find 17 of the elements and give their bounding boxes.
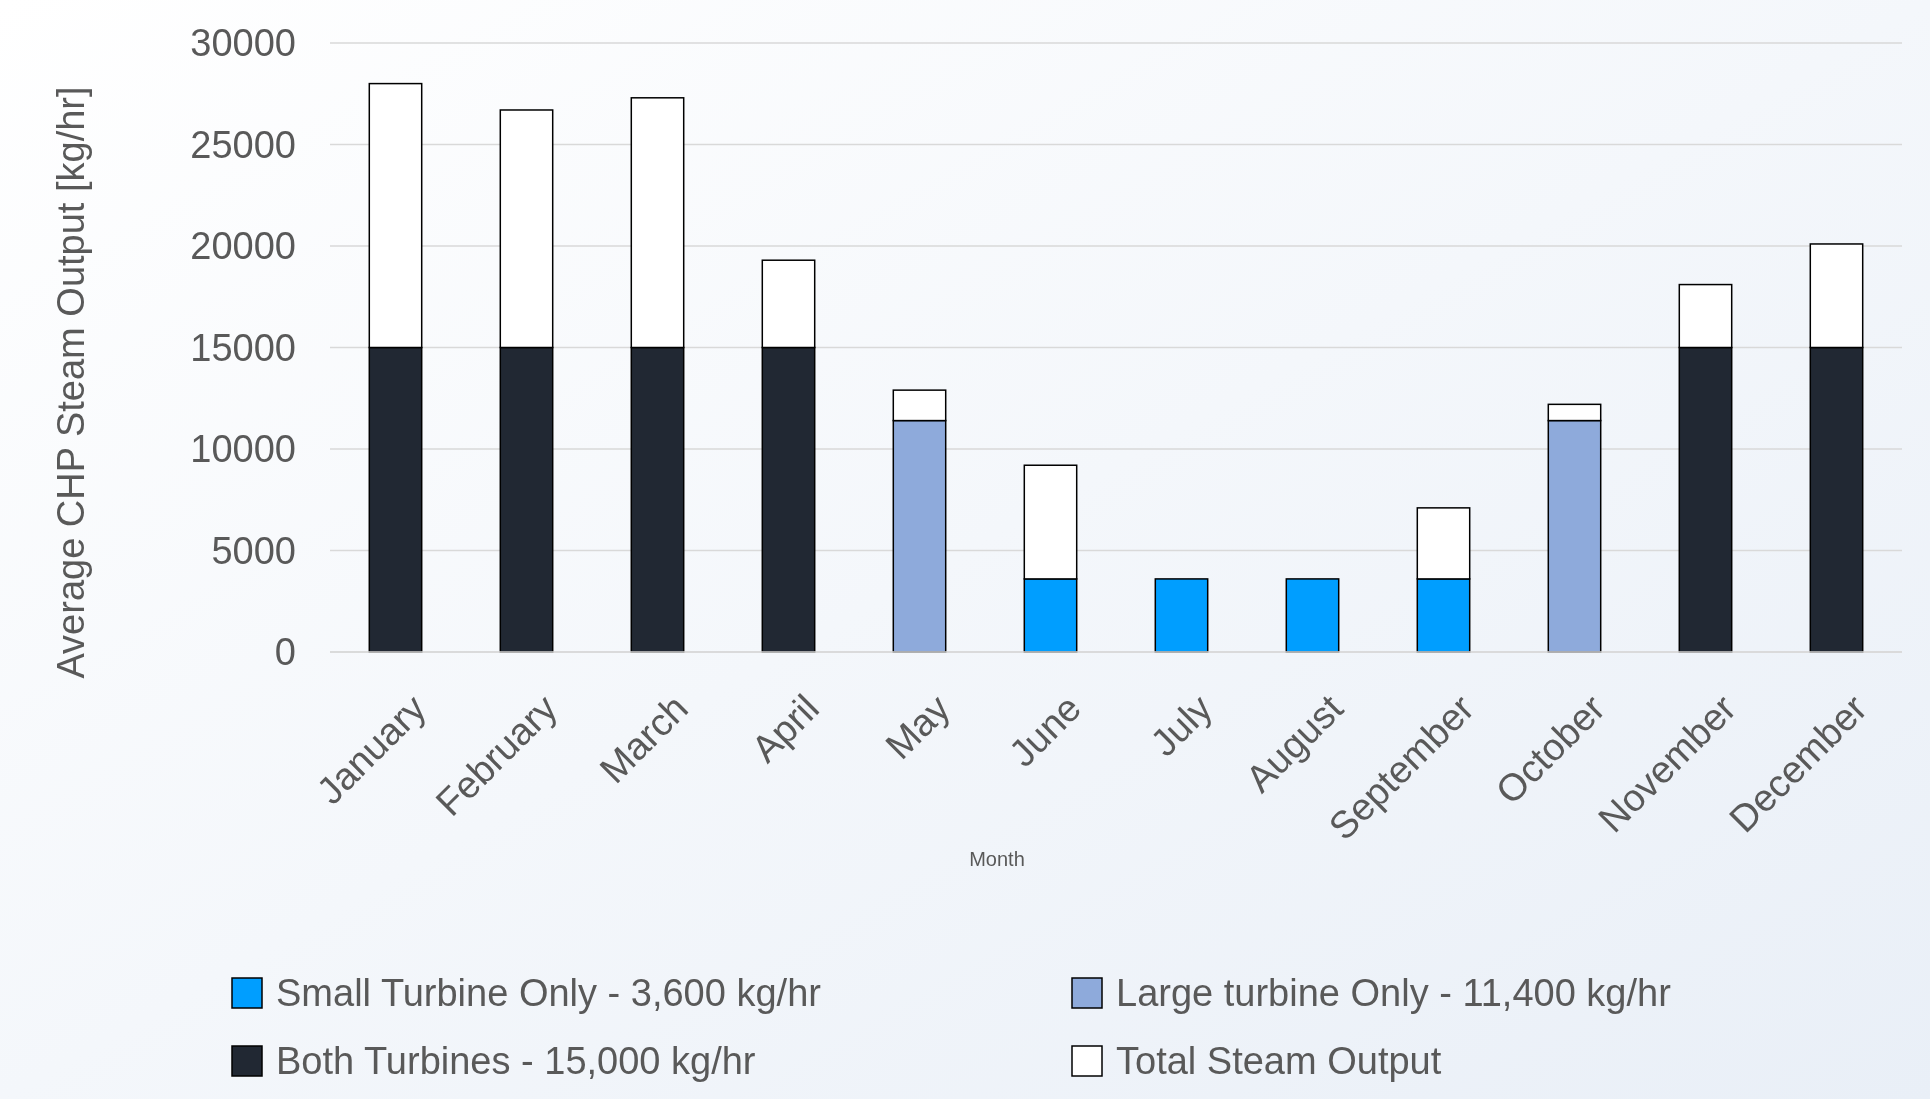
legend-label: Small Turbine Only - 3,600 kg/hr <box>276 972 822 1015</box>
y-tick-label: 10000 <box>190 428 296 471</box>
x-tick-label: May <box>877 686 958 768</box>
y-tick-label: 5000 <box>211 529 296 572</box>
bar <box>1154 578 1209 653</box>
y-tick-label: 25000 <box>190 123 296 166</box>
y-tick-label: 20000 <box>190 225 296 268</box>
legend-label: Total Steam Output <box>1116 1040 1442 1083</box>
bar <box>1285 578 1340 653</box>
y-axis-title: Average CHP Steam Output [kg/hr] <box>50 86 92 679</box>
x-axis-title: Month <box>969 848 1025 870</box>
y-tick-label: 30000 <box>190 22 296 65</box>
y-tick-label: 15000 <box>190 326 296 369</box>
legend-label: Both Turbines - 15,000 kg/hr <box>276 1040 756 1083</box>
legend-label: Large turbine Only - 11,400 kg/hr <box>1116 972 1672 1015</box>
y-tick-label: 0 <box>274 631 296 674</box>
x-tick-label: July <box>1142 686 1220 765</box>
